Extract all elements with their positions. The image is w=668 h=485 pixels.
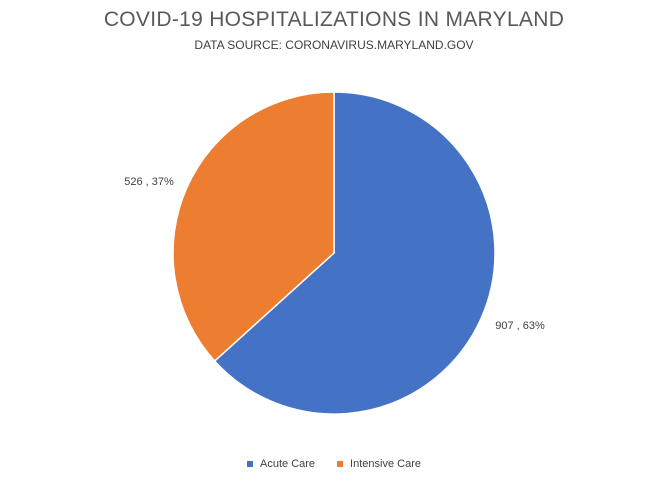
- data-label-acute-care: 907 , 63%: [495, 320, 545, 332]
- pie-slice-intensive-care[interactable]: [172, 91, 335, 363]
- legend-swatch-intensive-care: [337, 461, 344, 467]
- pie-slices: [172, 91, 496, 415]
- pie-data-labels: 907 , 63% 526 , 37%: [124, 176, 545, 332]
- legend-label-acute-care: Acute Care: [260, 458, 316, 470]
- legend-item-intensive-care[interactable]: Intensive Care: [337, 458, 421, 470]
- chart-title: COVID-19 HOSPITALIZATIONS IN MARYLAND: [103, 8, 565, 31]
- pie-slice-acute-care[interactable]: [213, 91, 496, 415]
- chart-legend: Acute Care Intensive Care: [0, 458, 668, 470]
- legend-label-intensive-care: Intensive Care: [350, 458, 421, 470]
- data-label-intensive-care: 526 , 37%: [124, 176, 174, 188]
- legend-swatch-acute-care: [247, 461, 254, 467]
- chart-subtitle: DATA SOURCE: CORONAVIRUS.MARYLAND.GOV: [194, 38, 474, 52]
- legend-item-acute-care[interactable]: Acute Care: [247, 458, 315, 470]
